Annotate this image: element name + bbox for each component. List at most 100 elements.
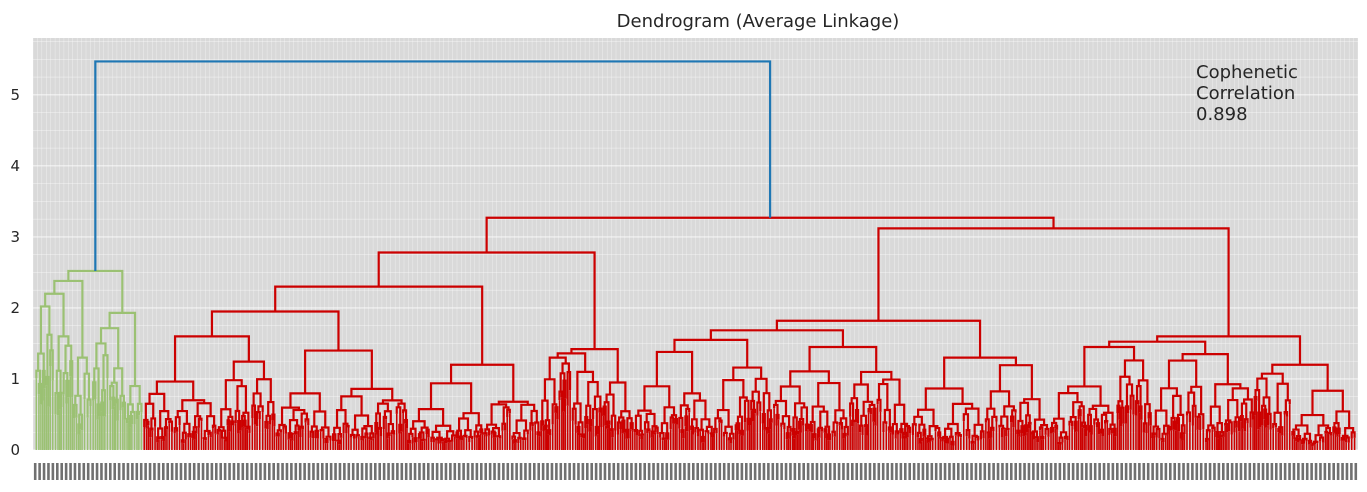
dendrogram-link <box>129 384 141 405</box>
dendrogram-link <box>638 429 644 437</box>
dendrogram-link <box>429 382 473 414</box>
dendrogram-link <box>732 366 763 381</box>
dendrogram-link <box>864 424 868 436</box>
dendrogram-link <box>515 419 528 434</box>
root-link <box>94 60 772 271</box>
dendrogram-link <box>1068 420 1074 427</box>
dendrogram-link <box>144 402 155 421</box>
dendrogram-link <box>1104 419 1109 424</box>
dendrogram-link <box>1088 425 1093 435</box>
dendrogram-link <box>1172 394 1182 419</box>
dendrogram-link <box>558 390 563 401</box>
cophenetic-annotation: Cophenetic Correlation 0.898 <box>1196 62 1298 125</box>
dendrogram-link <box>1072 401 1083 418</box>
dendrogram-link <box>512 431 521 438</box>
cluster-link <box>274 285 484 365</box>
dendrogram-link <box>536 431 541 437</box>
dendrogram-link <box>157 427 164 438</box>
cluster-link <box>99 327 120 369</box>
dendrogram-link <box>1300 413 1325 426</box>
dendrogram-link <box>1095 422 1101 435</box>
dendrogram-link <box>929 437 934 442</box>
dendrogram-link <box>1040 435 1045 440</box>
dendrogram-link <box>756 401 762 416</box>
dendrogram-link <box>839 417 848 427</box>
dendrogram-link <box>854 408 860 424</box>
dendrogram-link <box>1137 379 1149 405</box>
dendrogram-link <box>1257 411 1262 430</box>
dendrogram-link <box>1147 412 1152 426</box>
dendrogram-link <box>449 363 515 402</box>
dendrogram-link <box>576 425 581 435</box>
dendrogram-link <box>934 426 941 433</box>
dendrogram-link <box>468 435 474 443</box>
dendrogram-link <box>743 399 750 423</box>
dendrogram-link <box>1271 363 1329 391</box>
dendrogram-link <box>159 410 170 429</box>
dendrogram-link <box>891 422 898 435</box>
dendrogram-link <box>517 436 522 444</box>
dendrogram-link <box>173 335 250 382</box>
dendrogram-link <box>625 428 630 439</box>
dendrogram-link <box>246 425 251 434</box>
dendrogram-link <box>1224 419 1232 424</box>
dendrogram-link <box>309 430 315 439</box>
dendrogram-link <box>41 369 46 401</box>
dendrogram-link <box>1083 424 1088 437</box>
dendrogram-link <box>126 403 134 420</box>
dendrogram-link <box>1273 411 1282 428</box>
dendrogram-link <box>387 422 395 434</box>
y-tick-label: 2 <box>10 299 20 317</box>
dendrogram-link <box>1272 422 1278 429</box>
dendrogram-link <box>609 428 614 438</box>
dendrogram-link <box>1344 427 1355 436</box>
dendrogram-link <box>998 364 1033 400</box>
dendrogram-link <box>663 406 676 424</box>
dendrogram-link <box>694 426 700 437</box>
dendrogram-link <box>1112 427 1117 437</box>
dendrogram-link <box>794 402 806 418</box>
dendrogram-link <box>1218 434 1223 440</box>
dendrogram-link <box>808 423 813 433</box>
dendrogram-link <box>1296 435 1302 441</box>
dendrogram-link <box>916 408 935 427</box>
dendrogram-link <box>418 431 425 440</box>
chart-title: Dendrogram (Average Linkage) <box>617 11 900 32</box>
dendrogram-link <box>457 417 470 431</box>
dendrogram-link <box>1276 382 1289 413</box>
dendrogram-link <box>37 352 45 372</box>
dendrogram-link <box>1340 437 1346 441</box>
dendrogram-link <box>621 419 626 434</box>
dendrogram-link <box>633 429 639 436</box>
dendrogram-link <box>404 418 409 429</box>
dendrogram-link <box>294 424 300 433</box>
dendrogram-link <box>397 402 406 411</box>
dendrogram-link <box>1032 430 1039 438</box>
dendrogram-link <box>1179 432 1184 441</box>
dendrogram-link <box>1224 422 1228 433</box>
dendrogram-link <box>350 387 394 401</box>
dendrogram-link <box>409 427 417 439</box>
dendrogram-link <box>1069 416 1077 422</box>
dendrogram-link <box>554 406 559 420</box>
dendrogram-link <box>1283 411 1289 417</box>
dendrogram-link <box>679 404 689 418</box>
dendrogram-link <box>603 401 610 422</box>
dendrogram-link <box>883 408 891 428</box>
dendrogram-link <box>716 408 730 427</box>
dendrogram-link <box>1317 424 1330 436</box>
dendrogram-link <box>673 338 749 368</box>
dendrogram-link <box>740 429 744 436</box>
dendrogram-link <box>1204 437 1209 443</box>
dendrogram-link <box>342 422 349 434</box>
dendrogram-link <box>1324 430 1329 434</box>
dendrogram-link <box>1341 434 1349 439</box>
y-tick-label: 3 <box>10 228 20 246</box>
dendrogram-link <box>775 413 780 426</box>
dendrogram-link <box>176 409 188 424</box>
dendrogram-link <box>1332 426 1337 435</box>
dendrogram-link <box>655 350 694 394</box>
dendrogram-link <box>180 439 185 444</box>
dendrogram-link <box>407 439 412 444</box>
dendrogram-link <box>149 427 154 438</box>
